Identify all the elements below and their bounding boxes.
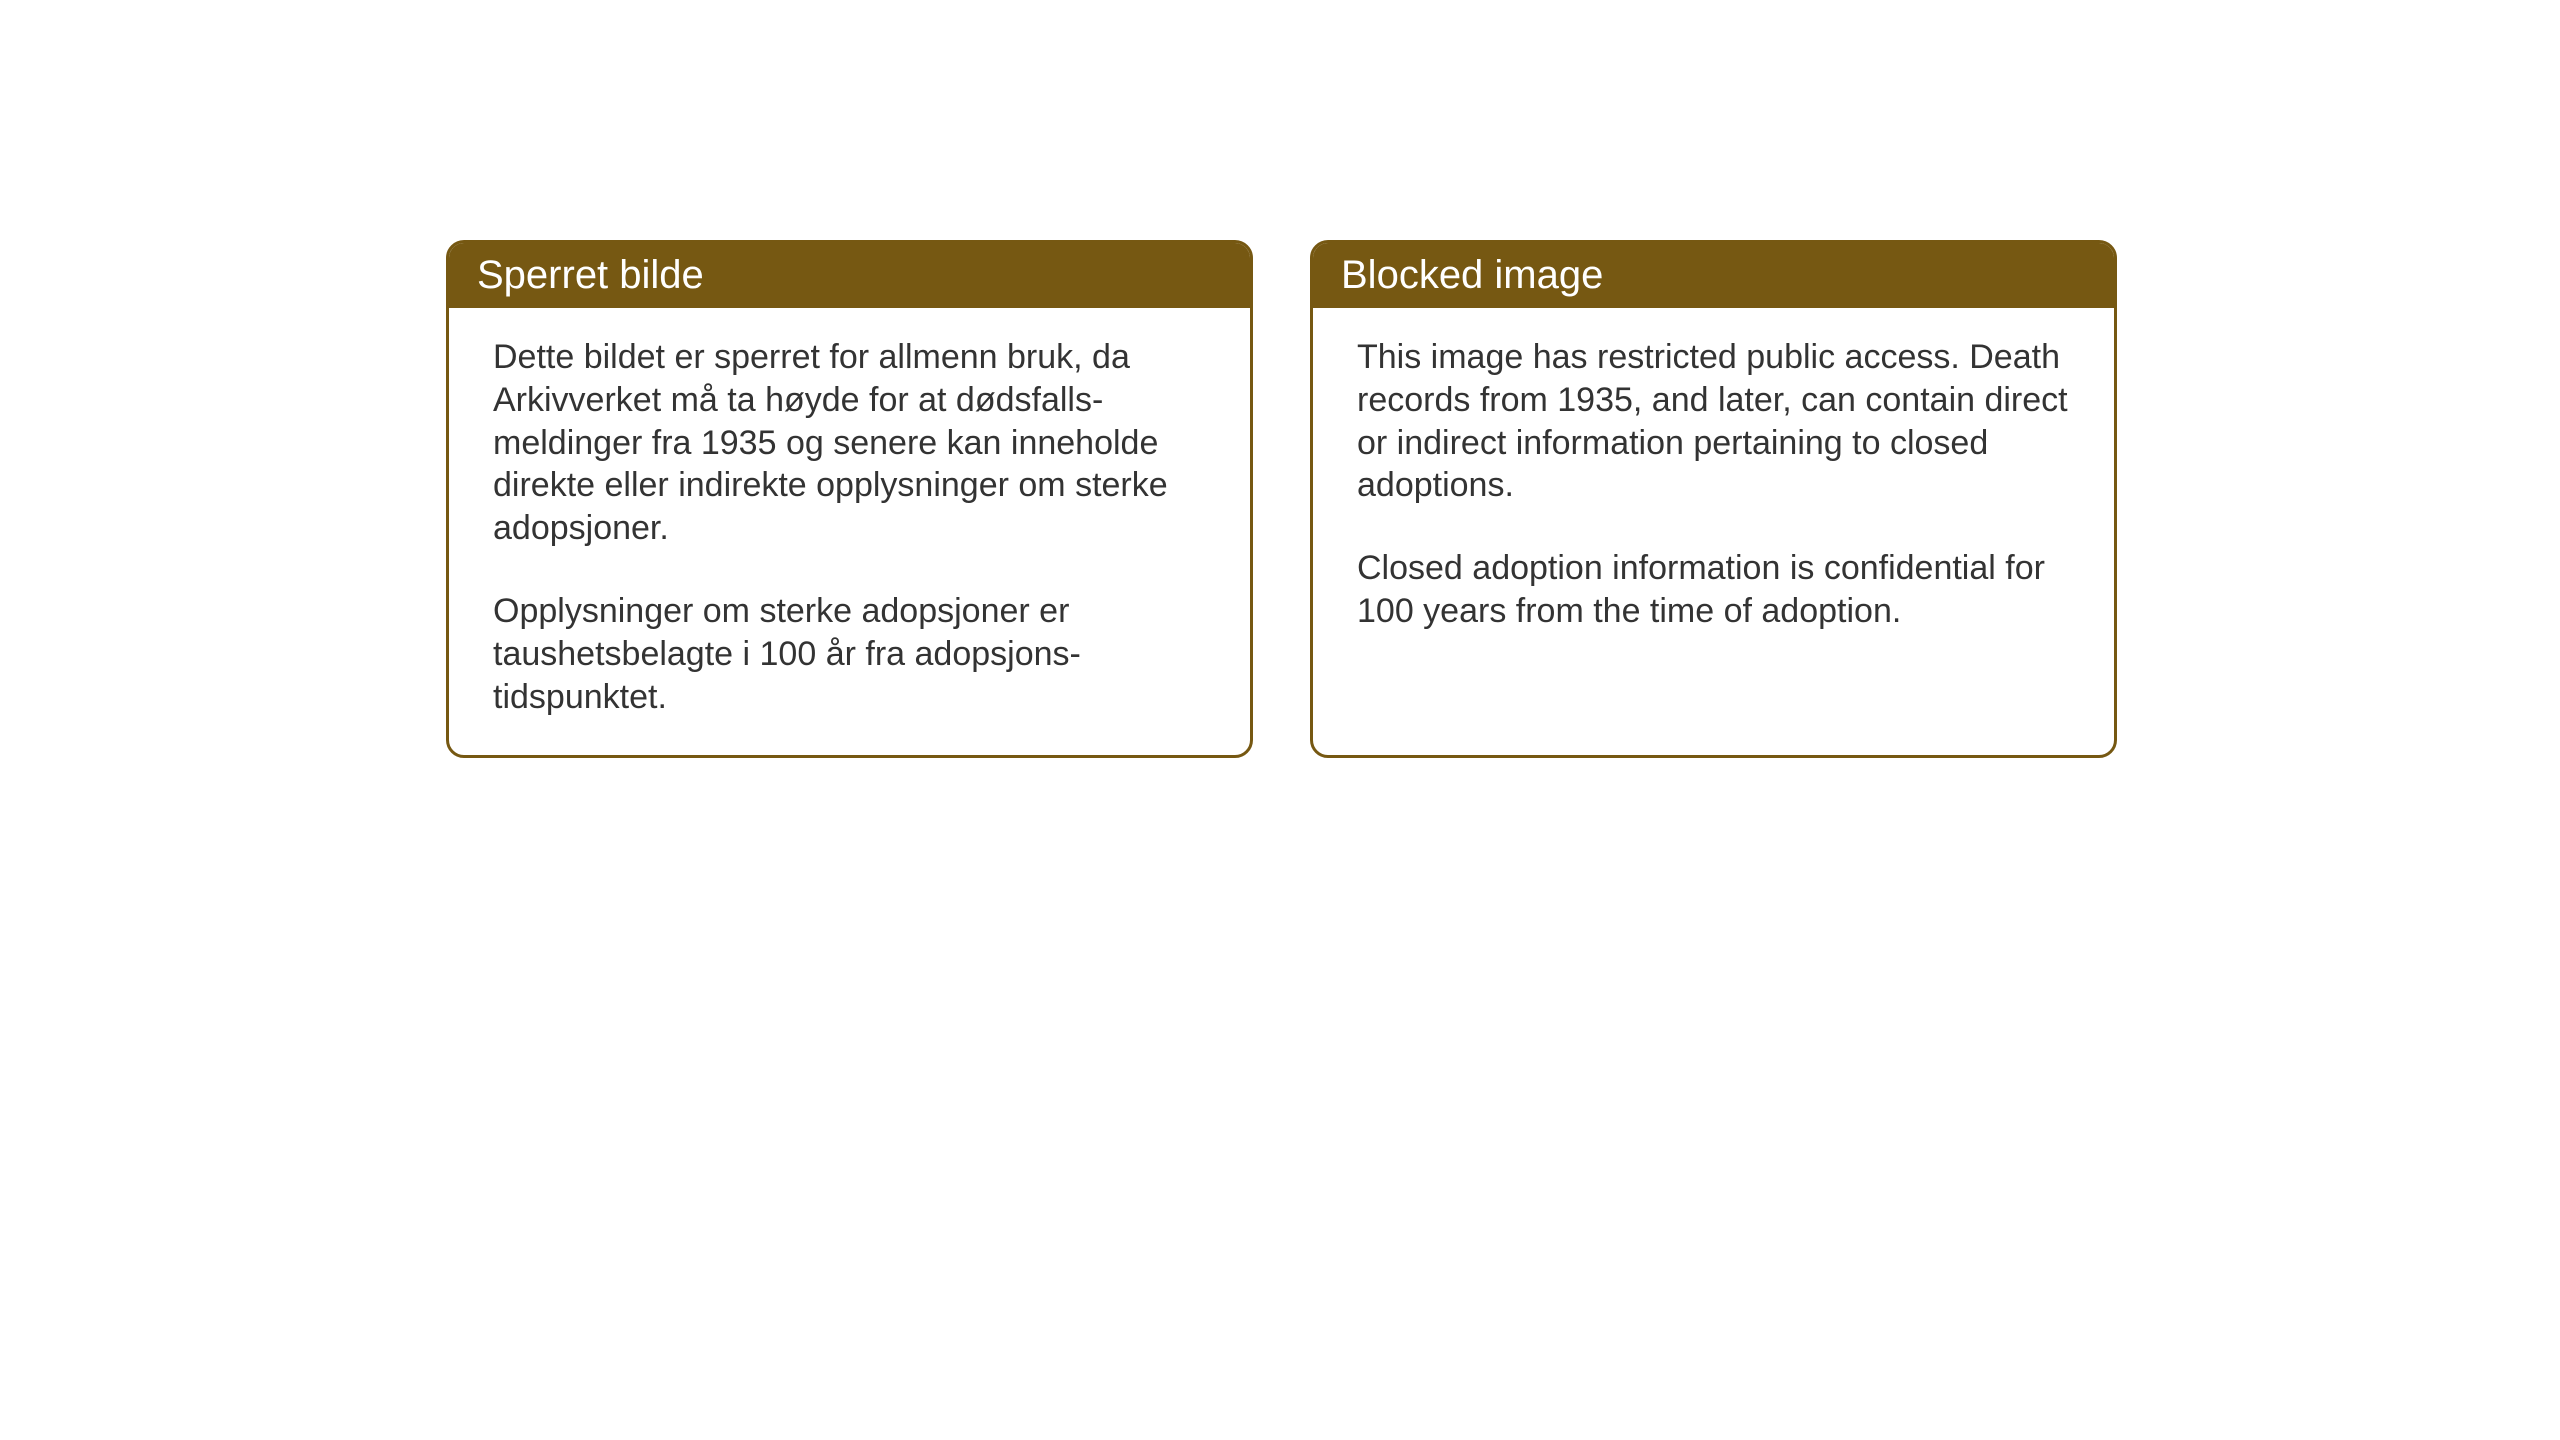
notice-container: Sperret bilde Dette bildet er sperret fo…	[446, 240, 2117, 758]
card-paragraph: Closed adoption information is confident…	[1357, 547, 2070, 633]
card-header: Sperret bilde	[449, 243, 1250, 308]
card-body: Dette bildet er sperret for allmenn bruk…	[449, 308, 1250, 755]
card-paragraph: Opplysninger om sterke adopsjoner er tau…	[493, 590, 1206, 718]
notice-card-english: Blocked image This image has restricted …	[1310, 240, 2117, 758]
card-body: This image has restricted public access.…	[1313, 308, 2114, 669]
card-header: Blocked image	[1313, 243, 2114, 308]
notice-card-norwegian: Sperret bilde Dette bildet er sperret fo…	[446, 240, 1253, 758]
card-title: Sperret bilde	[477, 253, 704, 297]
card-paragraph: Dette bildet er sperret for allmenn bruk…	[493, 336, 1206, 550]
card-title: Blocked image	[1341, 253, 1603, 297]
card-paragraph: This image has restricted public access.…	[1357, 336, 2070, 507]
